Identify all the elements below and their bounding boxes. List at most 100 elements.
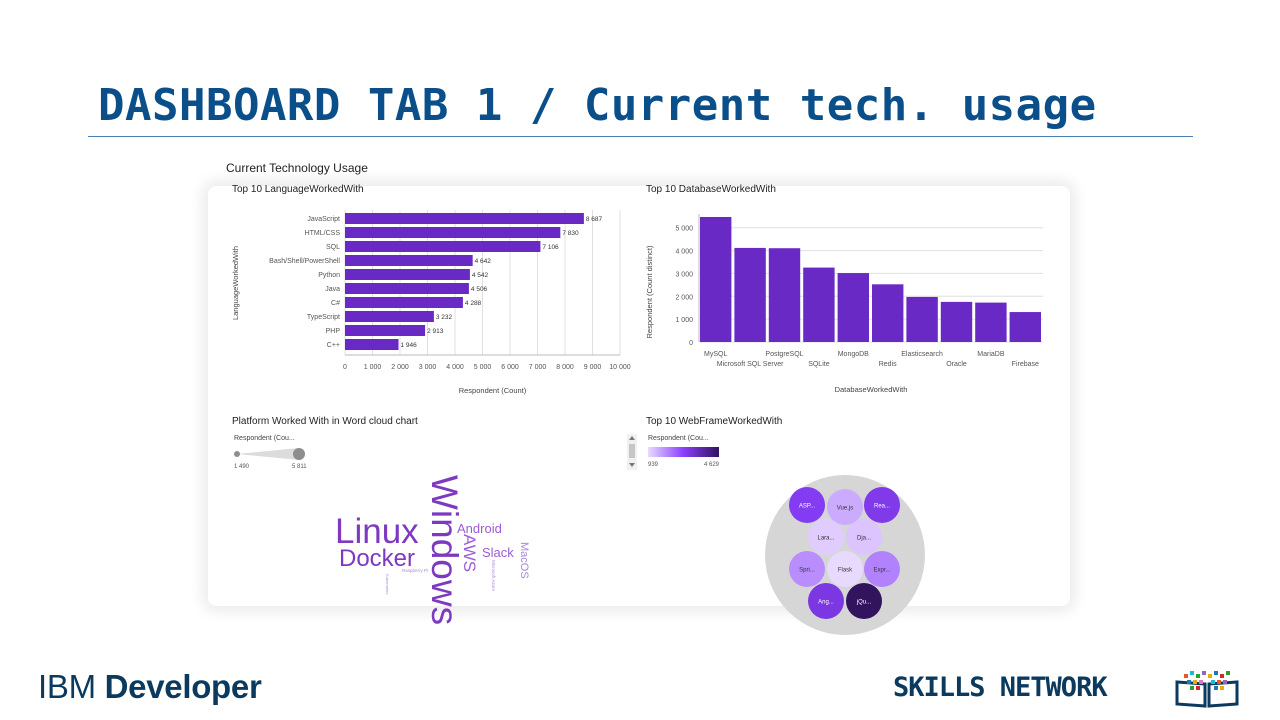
y-tick-label: C++: [327, 342, 340, 349]
bar[interactable]: [768, 248, 801, 342]
word-cloud-word[interactable]: Docker: [339, 545, 415, 572]
y-tick-label: 4 000: [675, 249, 693, 256]
bubble-label: Ang...: [818, 600, 834, 606]
skills-network-book-icon: [1175, 671, 1239, 708]
bar[interactable]: [837, 273, 869, 342]
book-pixel-dots: [1184, 671, 1230, 690]
scroll-up-icon[interactable]: [629, 436, 635, 440]
x-tick-label: 0: [343, 364, 347, 371]
x-tick-label: SQLite: [808, 361, 830, 368]
ibm-developer-logo: IBM Developer: [38, 668, 262, 706]
webframe-color-legend: 939 4 629: [648, 447, 720, 468]
size-legend-wedge: [237, 448, 299, 460]
word-cloud-word[interactable]: Slack: [482, 545, 514, 560]
bubble-label: jQu...: [856, 600, 872, 606]
bar[interactable]: [940, 301, 973, 342]
color-legend-min: 939: [648, 462, 659, 468]
scroll-down-icon[interactable]: [629, 463, 635, 467]
y-tick-label: 1 000: [675, 317, 693, 324]
x-axis-title: Respondent (Count): [459, 386, 527, 395]
bar[interactable]: [345, 227, 561, 238]
bar[interactable]: [345, 283, 469, 294]
bubble-label: Spri...: [799, 568, 815, 574]
bubble[interactable]: [789, 487, 825, 523]
bar-value-label: 4 542: [472, 272, 489, 279]
bar[interactable]: [734, 247, 766, 342]
bar[interactable]: [345, 339, 399, 350]
bubble[interactable]: [808, 583, 844, 619]
x-tick-label: Microsoft SQL Server: [717, 361, 784, 368]
bar[interactable]: [345, 255, 473, 266]
word-cloud-word[interactable]: Raspberry Pi: [402, 568, 428, 573]
word-cloud-word[interactable]: Android: [457, 521, 502, 536]
bar[interactable]: [345, 311, 434, 322]
bar[interactable]: [700, 216, 732, 342]
y-tick-label: C#: [331, 300, 340, 307]
y-tick-label: SQL: [326, 244, 340, 251]
bubble[interactable]: [789, 551, 825, 587]
scrollbar-thumb[interactable]: [629, 444, 635, 458]
bar[interactable]: [345, 269, 470, 280]
y-tick-label: Java: [325, 286, 340, 293]
developer-logo-text: Developer: [104, 668, 262, 705]
bubble-label: Dja...: [857, 536, 871, 542]
x-tick-label: 2 000: [391, 364, 409, 371]
bar[interactable]: [345, 241, 541, 252]
x-tick-label: MySQL: [704, 351, 727, 358]
bubble-label: Expr...: [873, 568, 890, 574]
word-cloud-word[interactable]: AWS: [460, 534, 479, 572]
bubble[interactable]: [827, 489, 863, 525]
bar-value-label: 1 946: [401, 342, 418, 349]
y-tick-label: 3 000: [675, 271, 693, 278]
y-tick-label: PHP: [326, 328, 341, 335]
bar[interactable]: [345, 213, 584, 224]
bubble[interactable]: [864, 487, 900, 523]
bar-value-label: 7 106: [542, 244, 559, 251]
y-axis-title: Respondent (Count distinct): [645, 245, 654, 338]
x-tick-label: 10 000: [609, 364, 631, 371]
x-axis-title: DatabaseWorkedWith: [835, 385, 908, 394]
bar[interactable]: [345, 325, 426, 336]
bar[interactable]: [803, 267, 835, 342]
bar-value-label: 2 913: [427, 328, 444, 335]
bubble[interactable]: [864, 551, 900, 587]
webframe-legend-title: Respondent (Cou...: [648, 435, 709, 442]
bar[interactable]: [906, 296, 938, 342]
x-tick-label: Firebase: [1012, 361, 1039, 368]
word-cloud-word[interactable]: Linux: [335, 512, 419, 551]
x-tick-label: 8 000: [556, 364, 574, 371]
bubble-label: Lara...: [817, 536, 834, 542]
y-tick-label: Bash/Shell/PowerShell: [269, 258, 340, 265]
language-bar-chart: 0 1 000 2 000 3 000 4 000 5 000 6 000 7 000 8 00…: [231, 210, 631, 395]
word-cloud-word[interactable]: Kubernetes: [385, 574, 390, 594]
x-tick-label: 9 000: [584, 364, 602, 371]
bar-value-label: 4 642: [475, 258, 492, 265]
wordcloud-chart-title: Platform Worked With in Word cloud chart: [232, 416, 418, 427]
ibm-logo-text: IBM: [38, 668, 105, 705]
word-cloud-word[interactable]: MacOS: [518, 542, 530, 579]
bubble[interactable]: [827, 551, 863, 587]
bubble[interactable]: [846, 519, 882, 555]
x-tick-label: 1 000: [364, 364, 382, 371]
y-tick-label: JavaScript: [307, 216, 340, 223]
color-legend-max: 4 629: [704, 462, 720, 468]
skills-network-logo: SKILLS NETWORK: [893, 672, 1108, 703]
bubble-label: Flask: [838, 568, 853, 574]
bar[interactable]: [345, 297, 463, 308]
bar[interactable]: [872, 284, 904, 342]
word-cloud-word[interactable]: Microsoft Azure: [491, 560, 496, 592]
bubble[interactable]: [808, 519, 844, 555]
x-tick-label: MongoDB: [838, 351, 869, 358]
y-tick-label: TypeScript: [307, 314, 340, 321]
bar[interactable]: [975, 302, 1007, 342]
size-legend-min-dot: [234, 451, 240, 457]
word-cloud-word[interactable]: Windows: [424, 475, 465, 625]
x-tick-label: Oracle: [946, 361, 967, 368]
bubble-label: Vue.js: [837, 506, 853, 512]
bar[interactable]: [1009, 312, 1041, 342]
y-tick-label: HTML/CSS: [305, 230, 341, 237]
dashboard-title: Current Technology Usage: [226, 161, 368, 175]
legend-scrollbar[interactable]: [627, 434, 637, 470]
bubble[interactable]: [846, 583, 882, 619]
title-divider: [88, 136, 1193, 137]
